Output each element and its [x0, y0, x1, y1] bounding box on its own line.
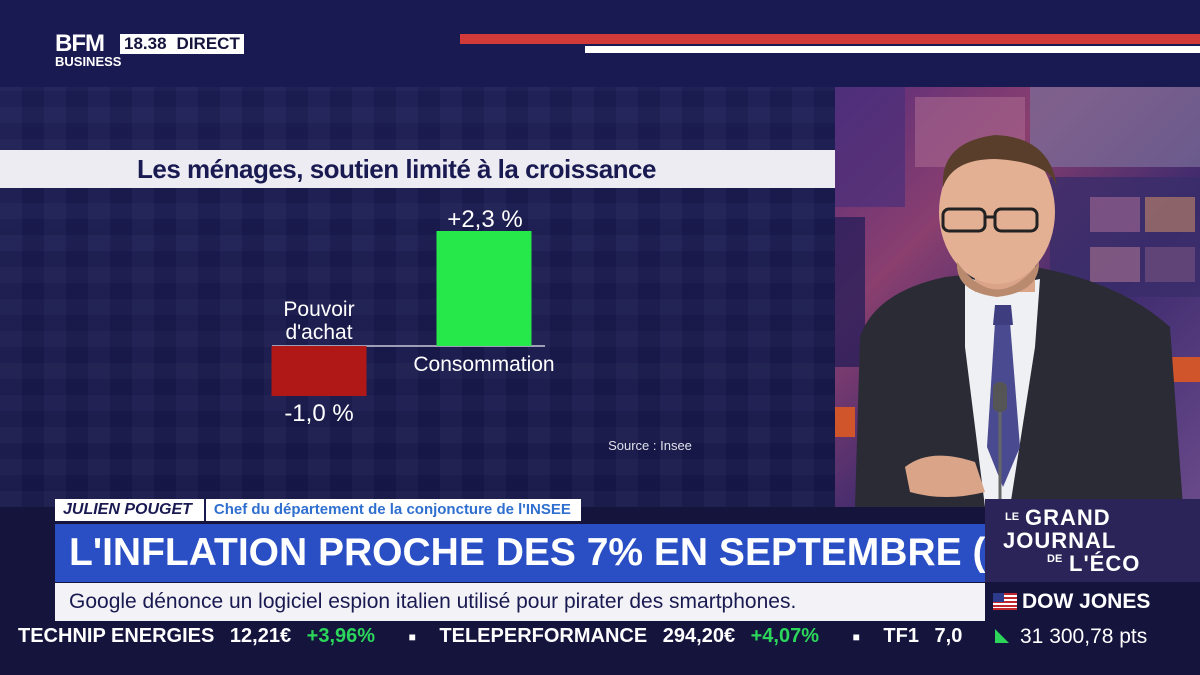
guest-name: JULIEN POUGET — [55, 499, 204, 521]
news-crawl: Google dénonce un logiciel espion italie… — [55, 583, 985, 621]
show-logo-de: DE — [1047, 553, 1063, 565]
time-live-box: 18.38 DIRECT — [120, 34, 244, 54]
bottom-band — [0, 651, 1200, 675]
headline-banner: L'INFLATION PROCHE DES 7% EN SEPTEMBRE (… — [55, 524, 1116, 582]
guest-role: Chef du département de la conjoncture de… — [203, 499, 581, 521]
ticker-separator-icon: ■ — [408, 629, 416, 644]
logo-line2: BUSINESS — [55, 54, 122, 69]
category-label-consommation: Consommation — [413, 353, 554, 376]
ticker-separator-icon: ■ — [852, 629, 860, 644]
ticker-item-1-price: 12,21€ — [229, 625, 292, 647]
bar-consommation — [436, 231, 532, 346]
ticker-item-3-name: TF1 — [883, 625, 919, 647]
white-accent-line — [585, 46, 1200, 53]
red-accent-line — [460, 34, 1200, 44]
ticker-item-1-name: TECHNIP ENERGIES — [18, 625, 215, 647]
index-value-box: 31 300,78 pts — [985, 621, 1200, 653]
stock-ticker: TECHNIP ENERGIES 12,21€ +3,96% ■ TELEPER… — [0, 621, 985, 651]
ticker-item-2-change: +4,07% — [750, 625, 820, 647]
up-arrow-icon — [995, 629, 1009, 643]
clock-time: 18.38 — [124, 34, 167, 53]
category-label-pouvoir-line1: Pouvoir — [283, 298, 354, 321]
index-name-box: DOW JONES — [985, 583, 1200, 621]
ticker-item-2-name: TELEPERFORMANCE — [439, 625, 648, 647]
live-label: DIRECT — [176, 34, 240, 53]
data-label-consommation: +2,3 % — [447, 206, 522, 233]
category-label-pouvoir-line2: d'achat — [285, 321, 352, 344]
top-band: BFM BUSINESS 18.38 DIRECT — [0, 0, 1200, 87]
bar-chart: +2,3 % -1,0 % Pouvoir d'achat Consommati… — [271, 206, 692, 453]
chart-source: Source : Insee — [608, 438, 692, 453]
chart-title: Les ménages, soutien limité à la croissa… — [0, 150, 835, 188]
show-logo-grand: GRAND — [1025, 505, 1111, 530]
show-logo-eco: L'ÉCO — [1069, 551, 1141, 576]
ticker-item-2-price: 294,20€ — [662, 625, 736, 647]
us-flag-icon — [993, 593, 1017, 610]
show-logo-grand-journal: LE GRAND JOURNAL DE L'ÉCO — [985, 499, 1200, 582]
presenter-illustration — [855, 135, 1183, 507]
index-name: DOW JONES — [1022, 590, 1151, 613]
ticker-item-3-price: 7,0 — [934, 625, 963, 647]
ticker-item-1-change: +3,96% — [306, 625, 376, 647]
index-value: 31 300,78 pts — [1020, 625, 1148, 648]
show-logo-journal: JOURNAL — [1003, 528, 1117, 553]
logo-line1: BFM — [55, 30, 105, 57]
channel-logo: BFM BUSINESS — [55, 30, 122, 69]
bar-pouvoir-achat — [271, 346, 367, 396]
show-logo-le: LE — [1005, 511, 1020, 523]
data-label-pouvoir-achat: -1,0 % — [284, 400, 353, 427]
guest-name-bar: JULIEN POUGET Chef du département de la … — [55, 499, 581, 521]
